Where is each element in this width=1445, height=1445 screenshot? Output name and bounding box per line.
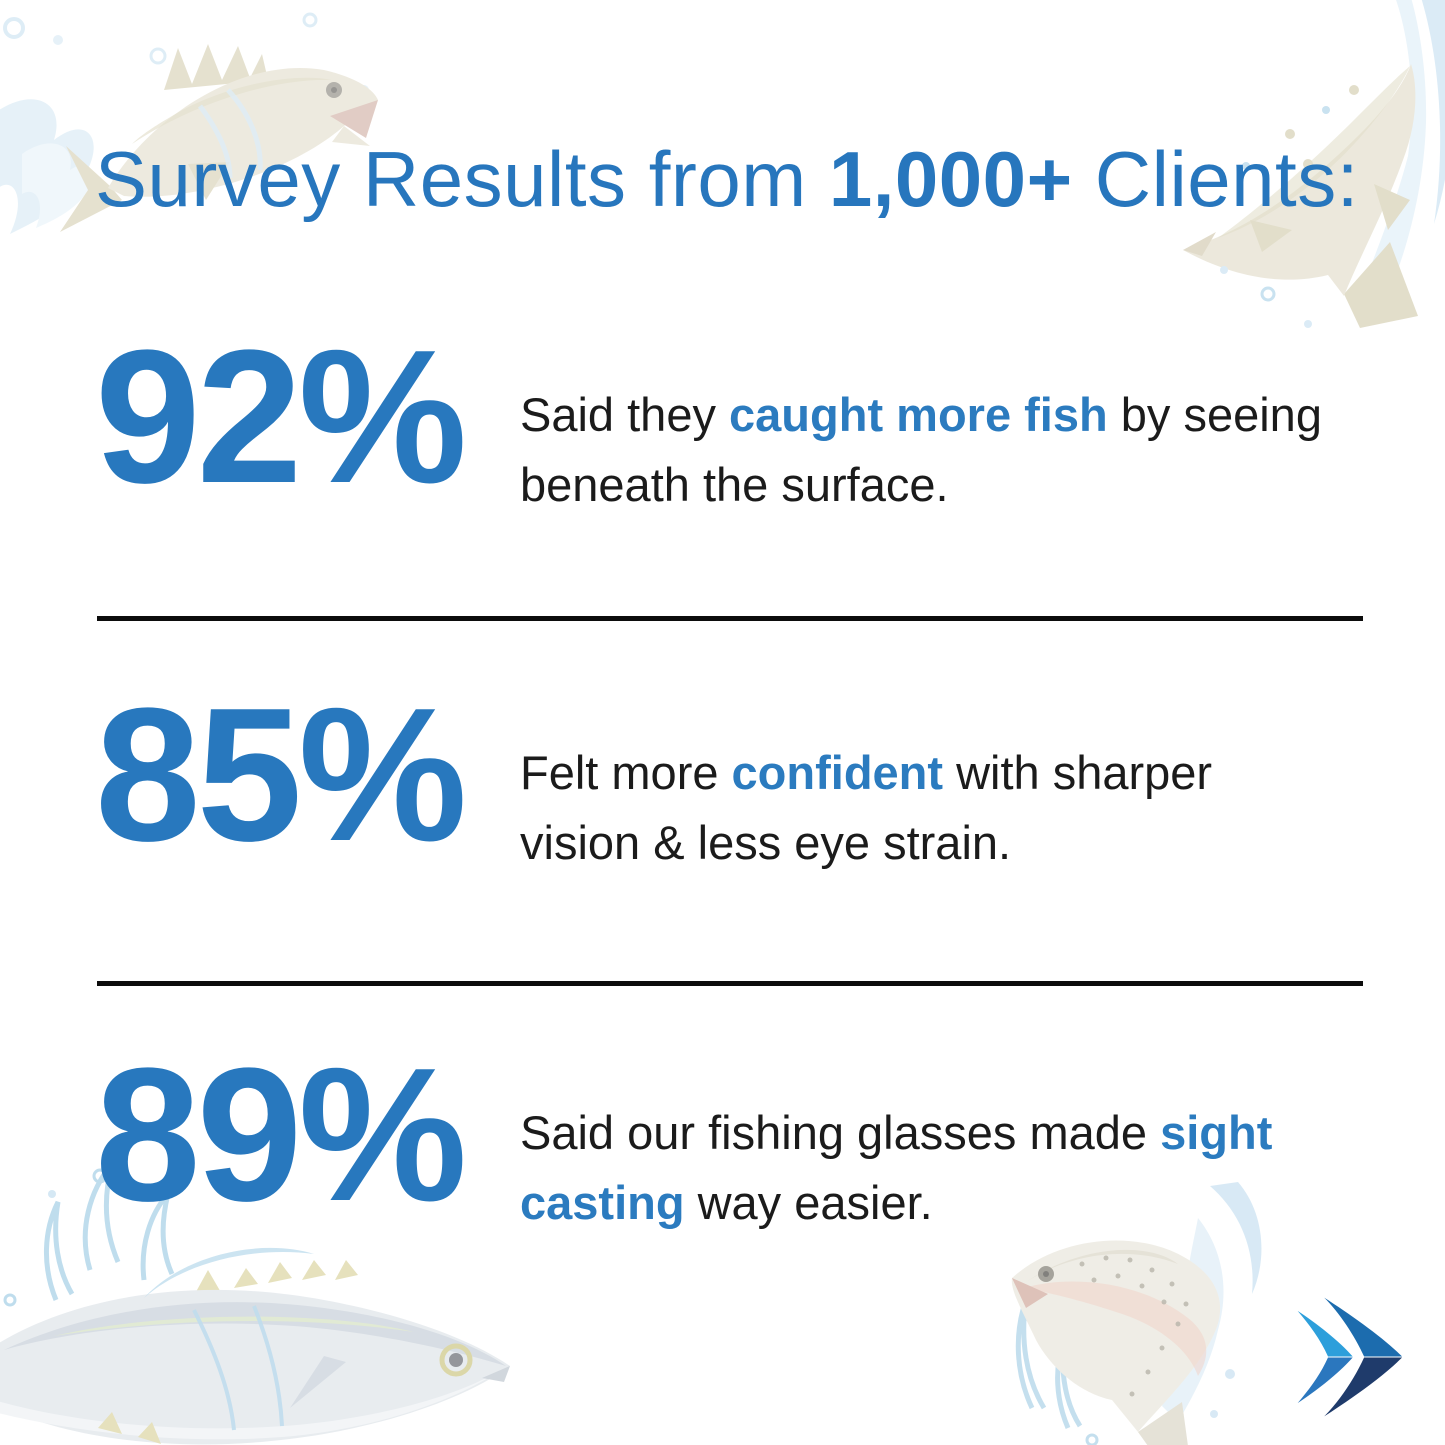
divider-1 <box>97 616 1363 621</box>
stat-row-3: 89% Said our fishing glasses made sight … <box>95 1040 1385 1238</box>
title-highlight: 1,000+ <box>828 135 1073 223</box>
desc-2-accent: confident <box>731 746 944 799</box>
stat-description-3: Said our fishing glasses made sight cast… <box>520 1098 1385 1238</box>
stat-value-2: 85% <box>95 669 467 881</box>
stat-row-2: 85% Felt more confident with sharper vis… <box>95 680 1385 878</box>
stat-value-3: 89% <box>95 1029 467 1241</box>
page-title: Survey Results from 1,000+ Clients: <box>95 140 1385 218</box>
stat-description-2: Felt more confident with sharper vision … <box>520 738 1385 878</box>
stat-row-1: 92% Said they caught more fish by seeing… <box>95 322 1385 520</box>
desc-2-pre: Felt more <box>520 746 732 799</box>
desc-1-post: by seeing beneath the surface. <box>520 388 1322 511</box>
title-suffix: Clients: <box>1072 135 1359 223</box>
desc-2-post: with sharper vision & less eye strain. <box>520 746 1213 869</box>
divider-2 <box>97 981 1363 986</box>
stat-description-1: Said they caught more fish by seeing ben… <box>520 380 1385 520</box>
stat-value-1: 92% <box>95 311 467 523</box>
title-prefix: Survey Results from <box>95 135 829 223</box>
double-chevron-icon <box>1297 1297 1403 1417</box>
desc-3-accent: sight casting <box>520 1106 1273 1229</box>
desc-3-pre: Said our fishing glasses made <box>520 1106 1161 1159</box>
desc-1-pre: Said they <box>520 388 730 441</box>
desc-3-post: way easier. <box>684 1176 933 1229</box>
desc-1-accent: caught more fish <box>729 388 1108 441</box>
